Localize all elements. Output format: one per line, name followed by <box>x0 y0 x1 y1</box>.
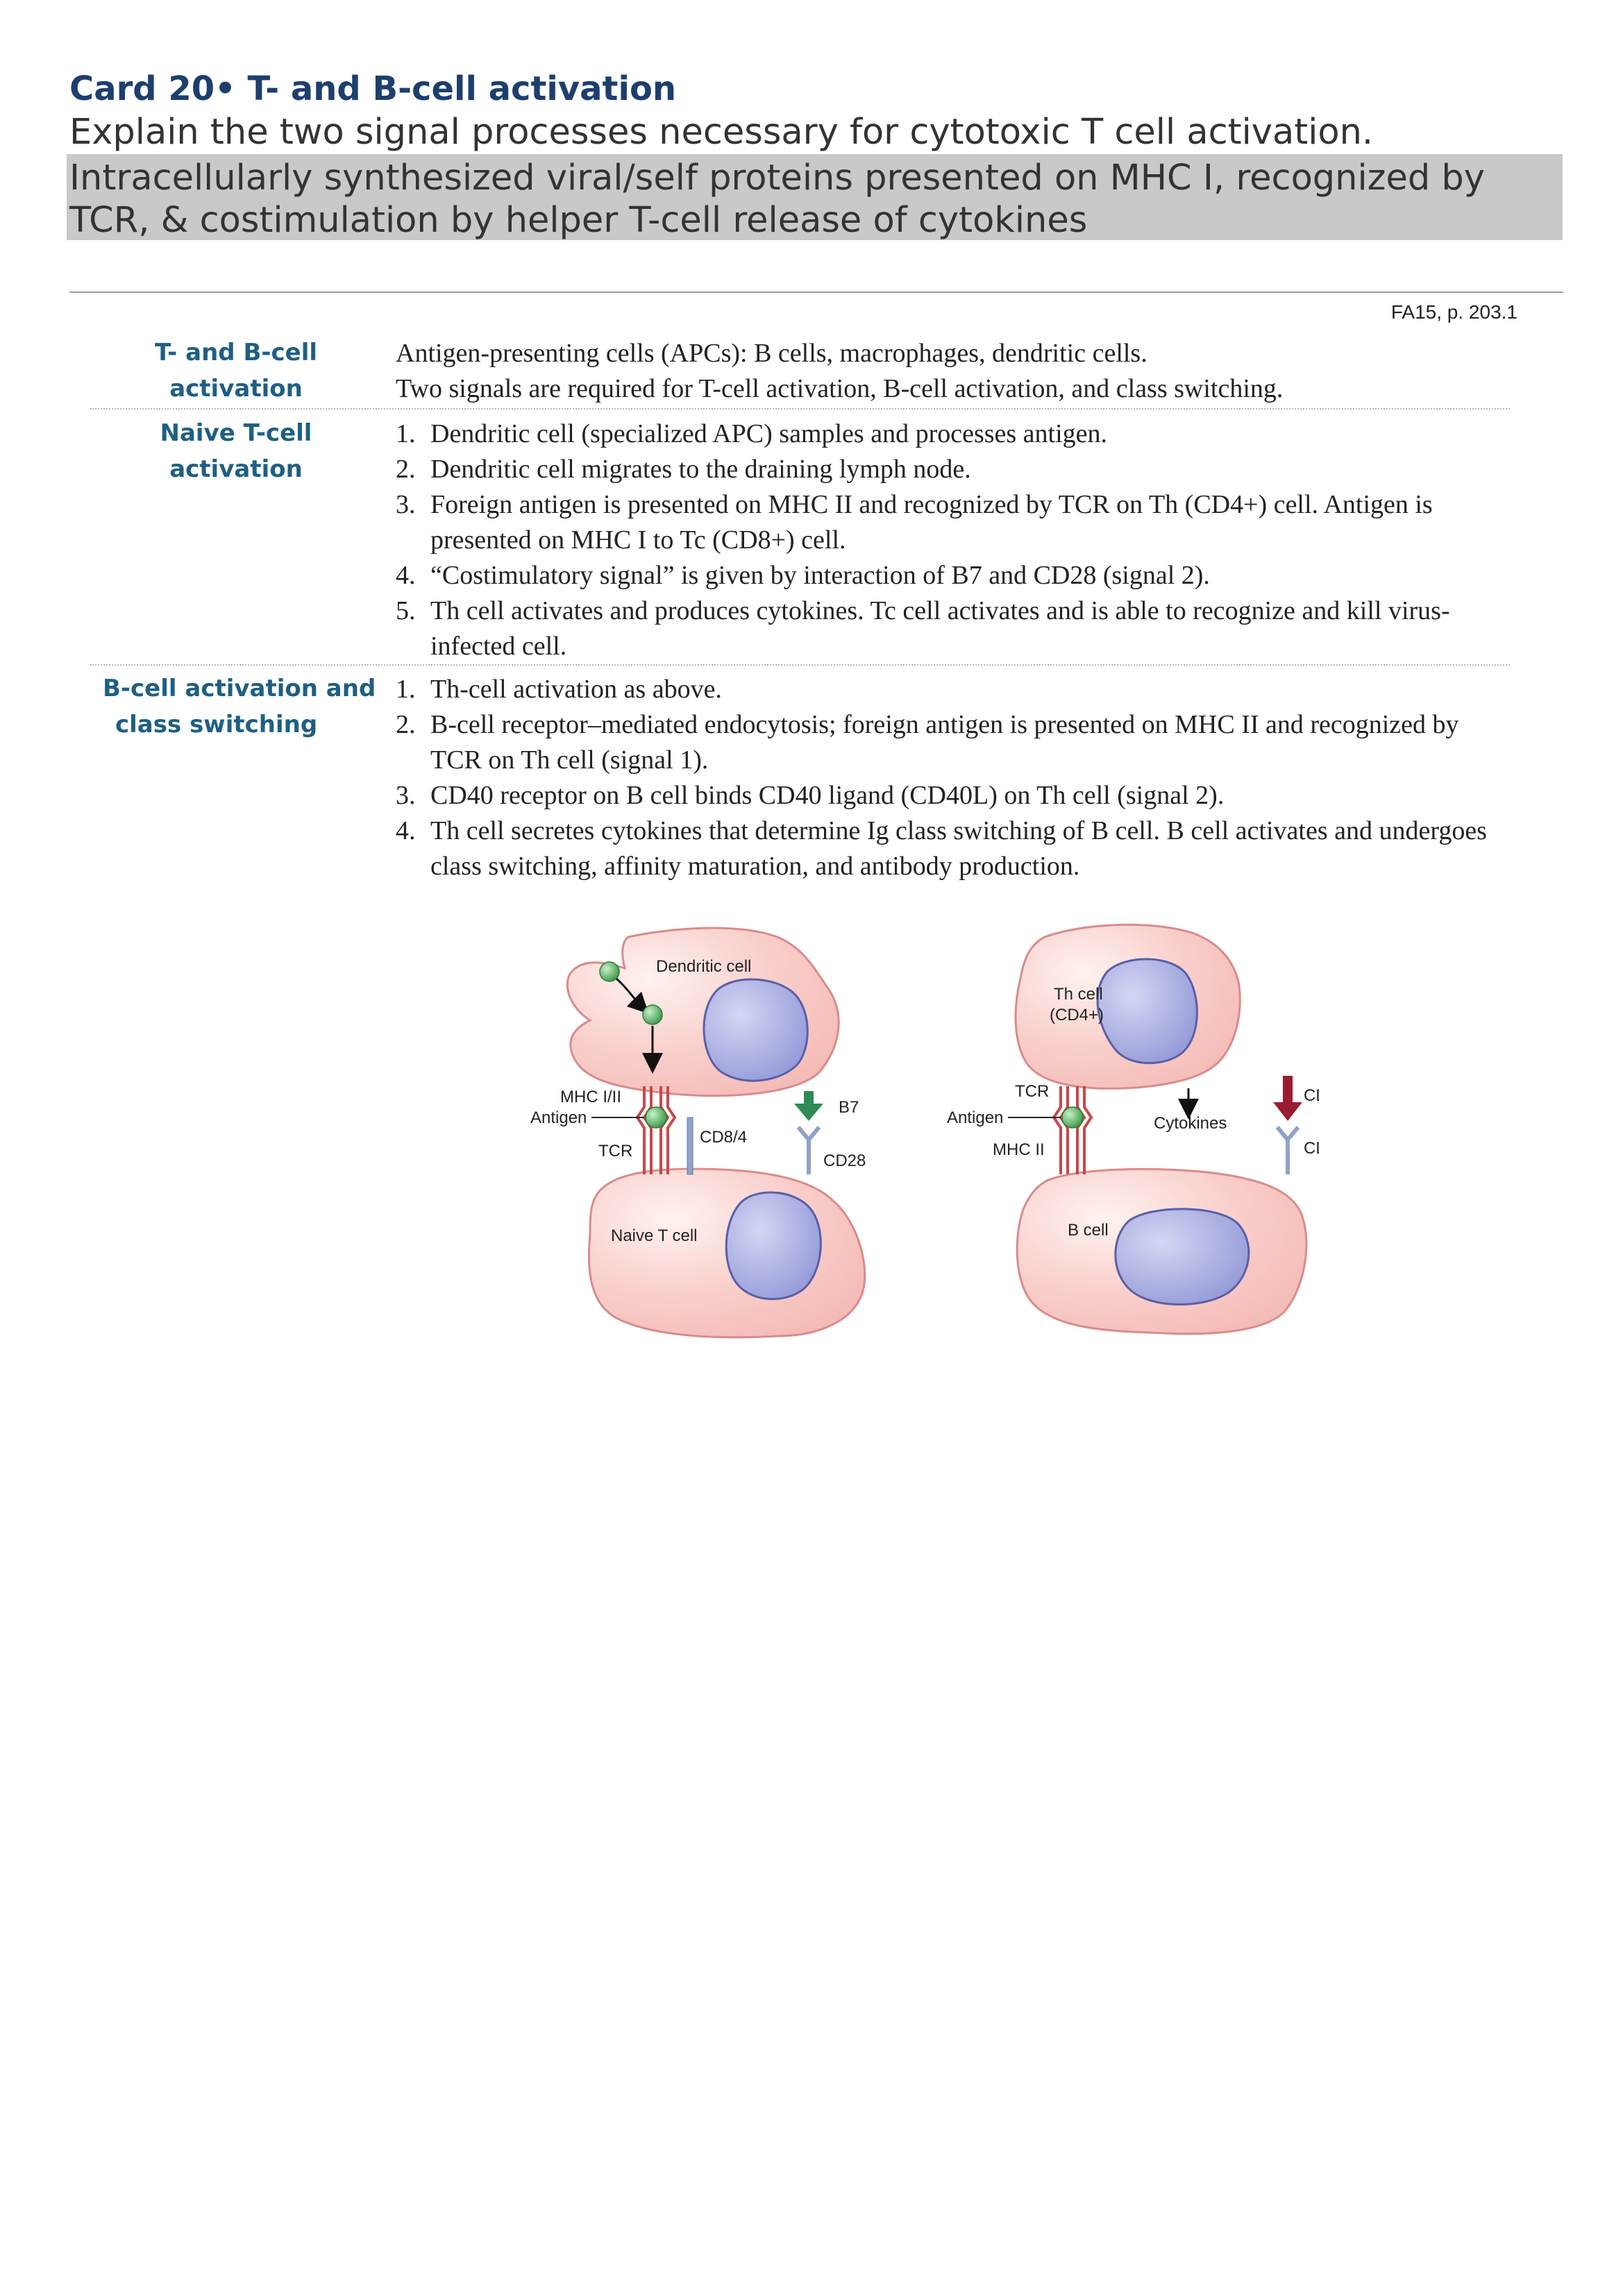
section-content: Antigen-presenting cells (APCs): B cells… <box>396 336 1506 407</box>
label-naive-t-cell: Naive T cell <box>611 1226 698 1245</box>
item-text: Dendritic cell (specialized APC) samples… <box>430 419 1108 448</box>
cd40l-stem <box>1283 1076 1293 1104</box>
list-item: 5. Th cell activates and produces cytokin… <box>396 593 1506 664</box>
list-item: 3. Foreign antigen is presented on MHC II… <box>396 487 1506 558</box>
label-cd28: CD28 <box>823 1151 866 1170</box>
section-label-line: B-cell activation and <box>103 675 376 702</box>
label-cd40: CD40 <box>1304 1139 1319 1158</box>
list-item: 1. Dendritic cell (specialized APC) sampl… <box>396 416 1506 452</box>
label-tcr: TCR <box>598 1142 632 1160</box>
section-content: 1. Dendritic cell (specialized APC) sampl… <box>396 416 1506 664</box>
mhc-tcr-complex <box>635 1086 677 1174</box>
list-item: 1. Th-cell activation as above. <box>396 672 1506 707</box>
cd40-receptor <box>1275 1126 1300 1174</box>
divider <box>69 292 1563 293</box>
text-line: Antigen-presenting cells (APCs): B cells… <box>396 339 1147 368</box>
item-number: 1. <box>396 675 416 704</box>
label-cytokines: Cytokines <box>1154 1114 1227 1133</box>
list-item: 3. CD40 receptor on B cell binds CD40 lig… <box>396 778 1506 813</box>
item-text: Th-cell activation as above. <box>430 675 722 704</box>
card-question: Explain the two signal processes necessa… <box>69 112 1374 153</box>
label-antigen: Antigen <box>530 1108 587 1127</box>
list-item: 4. “Costimulatory signal” is given by int… <box>396 558 1506 593</box>
numbered-list: 1. Th-cell activation as above. 2. B-cell … <box>396 672 1506 884</box>
dendritic-nucleus <box>703 978 809 1082</box>
arrow-icon <box>616 977 649 1014</box>
item-number: 2. <box>396 455 416 484</box>
antigen-ball <box>645 1106 667 1129</box>
activation-diagram: Dendritic cell Naive T cell MHC I/II Ant… <box>530 923 1319 1339</box>
item-number: 1. <box>396 419 416 448</box>
label-antigen-right: Antigen <box>947 1108 1003 1127</box>
b7-arrow-icon <box>794 1104 823 1121</box>
item-text: Th cell secretes cytokines that determin… <box>430 816 1487 881</box>
antigen-ball <box>642 1004 663 1025</box>
label-b-cell: B cell <box>1068 1221 1109 1240</box>
label-mhc: MHC I/II <box>560 1088 621 1106</box>
cd28-receptor <box>796 1126 821 1174</box>
numbered-list: 1. Dendritic cell (specialized APC) sampl… <box>396 416 1506 664</box>
item-number: 5. <box>396 596 416 625</box>
dotted-separator <box>90 664 1510 666</box>
item-number: 3. <box>396 490 416 519</box>
cd8-4-receptor <box>687 1117 693 1175</box>
section-label-line: class switching <box>115 711 318 738</box>
label-th-cell-cd4: (CD4+) <box>1050 1006 1104 1024</box>
item-text: Foreign antigen is presented on MHC II a… <box>430 490 1433 555</box>
b7-stem <box>804 1091 814 1105</box>
list-item: 4. Th cell secretes cytokines that determ… <box>396 813 1506 884</box>
label-b7: B7 <box>839 1098 859 1117</box>
section-label: T- and B-cell activation <box>154 339 317 403</box>
list-item: 2. Dendritic cell migrates to the drainin… <box>396 452 1506 487</box>
text-line: Two signals are required for T-cell acti… <box>396 374 1284 403</box>
item-number: 3. <box>396 781 416 810</box>
item-text: CD40 receptor on B cell binds CD40 ligan… <box>430 781 1225 810</box>
item-number: 4. <box>396 561 416 590</box>
item-text: Th cell activates and produces cytokines… <box>430 596 1450 661</box>
b-cell-nucleus <box>1114 1208 1250 1306</box>
label-dendritic-cell: Dendritic cell <box>656 957 751 976</box>
page-reference: FA15, p. 203.1 <box>1390 301 1517 323</box>
antigen-ball <box>1061 1106 1084 1129</box>
dotted-separator <box>90 408 1510 410</box>
card-answer: Intracellularly synthesized viral/self p… <box>67 154 1563 241</box>
section-content: 1. Th-cell activation as above. 2. B-cell … <box>396 672 1506 884</box>
label-th-cell: Th cell <box>1054 985 1103 1004</box>
label-mhc2: MHC II <box>993 1140 1045 1159</box>
tcr-mhc2-complex <box>1052 1086 1093 1174</box>
section-label: B-cell activation and class switching <box>103 670 394 743</box>
item-text: Dendritic cell migrates to the draining … <box>430 455 971 484</box>
th-cell-nucleus <box>1096 958 1198 1065</box>
cd40l-arrow-icon <box>1273 1102 1302 1121</box>
label-cd8-4: CD8/4 <box>700 1128 747 1147</box>
card-title: Card 20• T- and B-cell activation <box>69 69 677 108</box>
naive-t-cell-nucleus <box>725 1191 822 1301</box>
section-label: Naive T-cell activation <box>160 419 312 483</box>
item-text: B-cell receptor–mediated endocytosis; fo… <box>430 710 1459 775</box>
label-cd40l: CD40L <box>1304 1086 1319 1105</box>
section-b-cell-activation: B-cell activation and class switching 1.… <box>90 670 1510 893</box>
section-naive-t-cell: Naive T-cell activation 1. Dendritic cell… <box>90 415 1510 665</box>
label-tcr-right: TCR <box>1015 1082 1049 1101</box>
item-number: 4. <box>396 816 416 845</box>
item-text: “Costimulatory signal” is given by inter… <box>430 561 1210 590</box>
antigen-ball <box>599 961 620 982</box>
list-item: 2. B-cell receptor–mediated endocytosis; … <box>396 707 1506 778</box>
item-number: 2. <box>396 710 416 739</box>
section-t-b-activation: T- and B-cell activation Antigen-present… <box>90 335 1510 404</box>
